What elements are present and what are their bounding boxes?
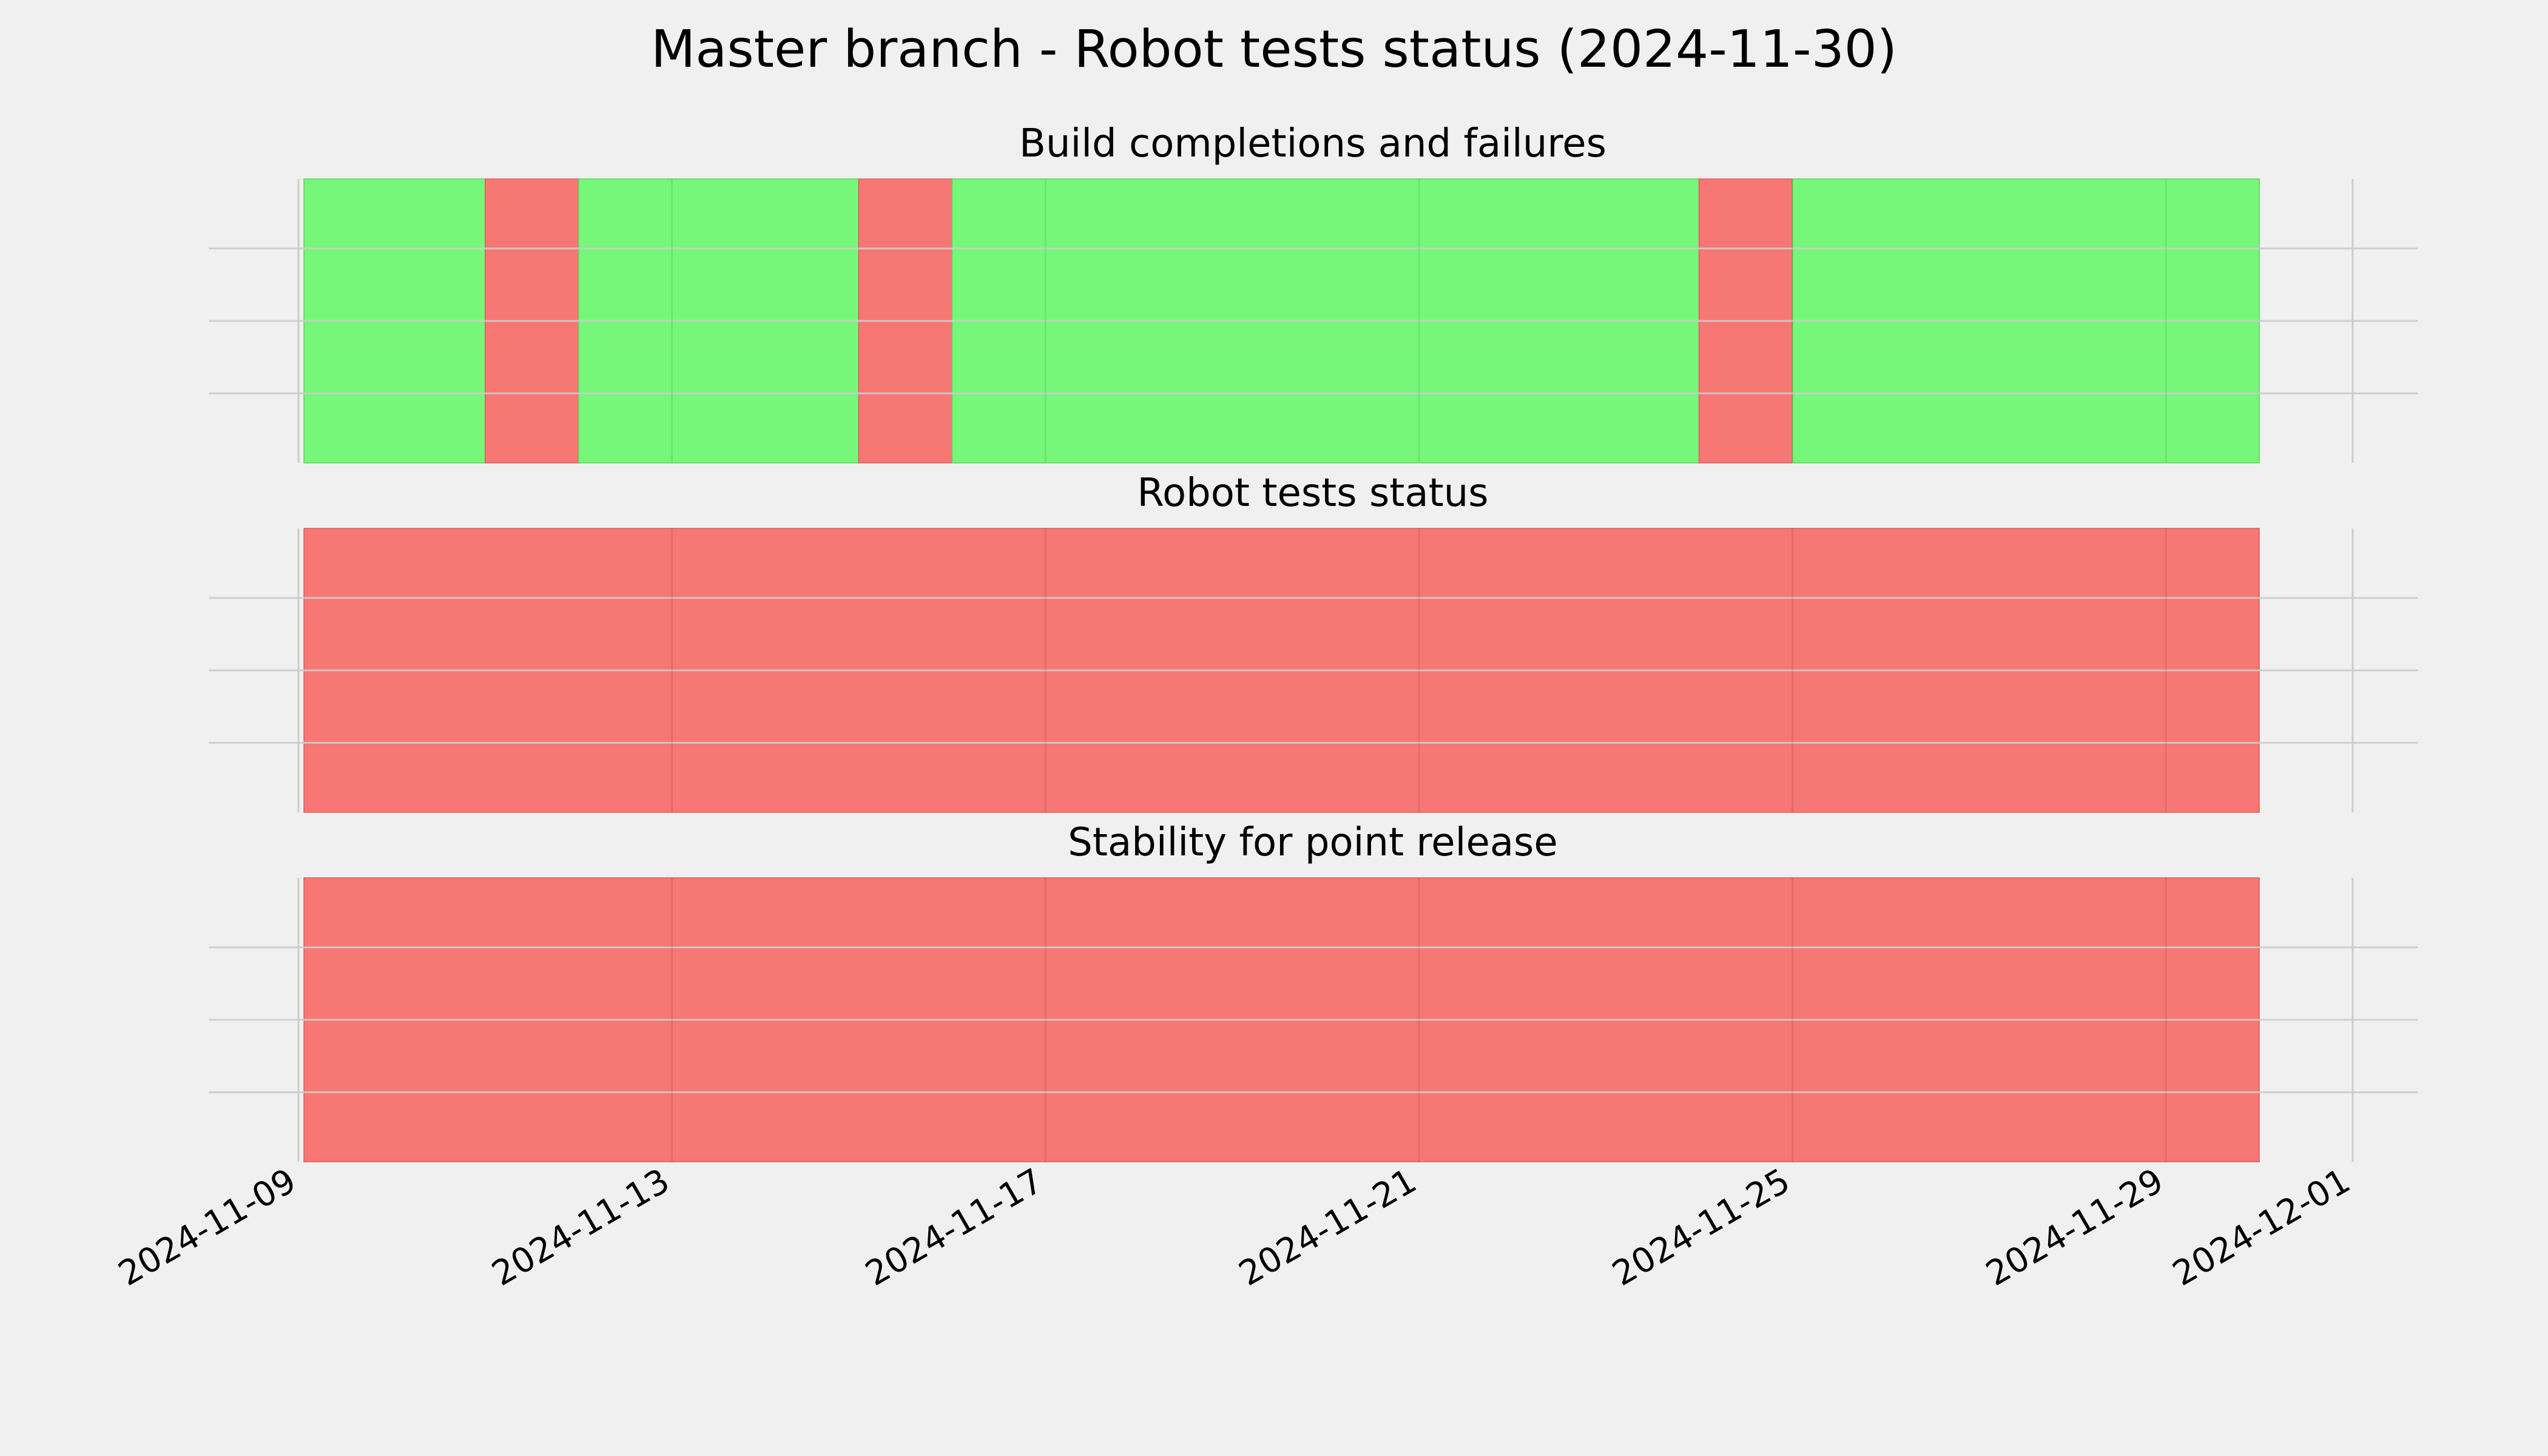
- panel-2: Robot tests status: [209, 471, 2418, 813]
- x-tick-label: 2024-11-21: [1233, 1161, 1423, 1294]
- panel-3: Stability for point release: [209, 820, 2418, 1162]
- x-axis: 2024-11-09 2024-11-13 2024-11-17 2024-11-21…: [112, 1161, 2357, 1294]
- panel-title: Robot tests status: [1137, 471, 1488, 516]
- x-tick-label: 2024-11-09: [112, 1161, 303, 1294]
- panel-title: Stability for point release: [1068, 820, 1558, 865]
- x-tick-label: 2024-11-25: [1606, 1161, 1796, 1294]
- x-tick-label: 2024-11-29: [1980, 1161, 2170, 1294]
- x-tick-label: 2024-12-01: [2166, 1161, 2357, 1294]
- panel-title: Build completions and failures: [1019, 121, 1606, 166]
- x-tick-label: 2024-11-13: [485, 1161, 676, 1294]
- chart-title: Master branch - Robot tests status (2024…: [651, 19, 1897, 79]
- panel-1: Build completions and failures: [209, 121, 2418, 463]
- x-tick-label: 2024-11-17: [859, 1161, 1050, 1294]
